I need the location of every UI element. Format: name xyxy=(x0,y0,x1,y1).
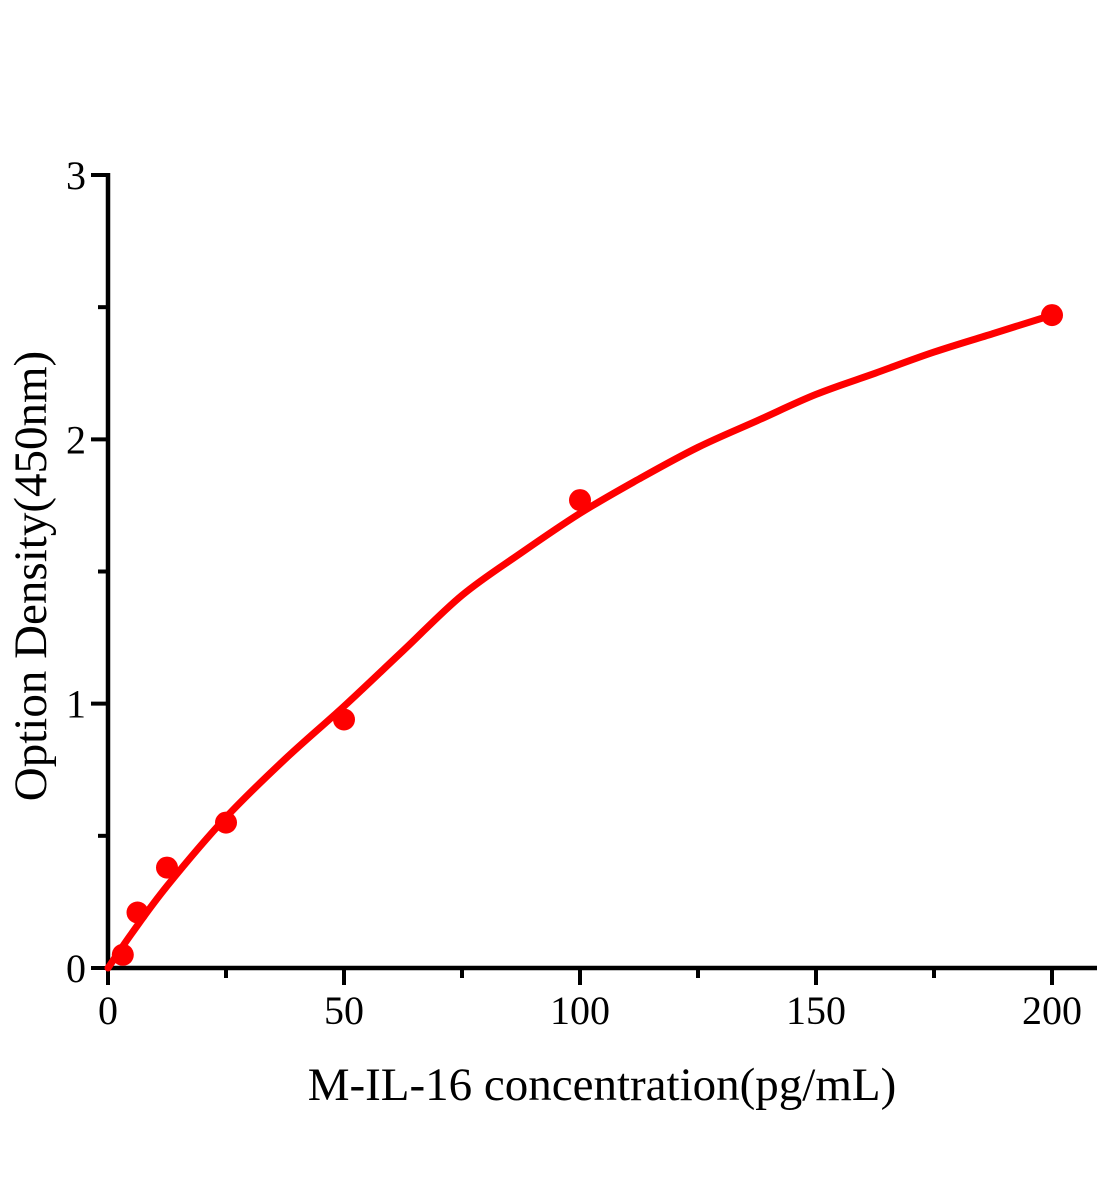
x-tick-label: 50 xyxy=(324,988,364,1033)
x-tick-label: 100 xyxy=(550,988,610,1033)
data-point xyxy=(156,856,178,879)
y-tick-label: 2 xyxy=(66,417,86,462)
y-tick-label: 1 xyxy=(66,682,86,727)
tick-labels: 0 50 100 150 200 0 1 2 3 xyxy=(66,153,1082,1033)
x-tick-label: 200 xyxy=(1022,988,1082,1033)
x-tick-label: 0 xyxy=(98,988,118,1033)
axes xyxy=(105,173,1097,971)
data-point xyxy=(569,489,591,512)
y-axis-title: Option Density(450nm) xyxy=(5,351,57,801)
fit-curve xyxy=(104,311,1056,972)
x-axis-title: M-IL-16 concentration(pg/mL) xyxy=(308,1059,897,1111)
data-points xyxy=(111,304,1063,966)
x-tick-label: 150 xyxy=(786,988,846,1033)
fit-curve-line xyxy=(104,311,1056,972)
axis-ticks xyxy=(91,173,1054,985)
y-tick-label: 3 xyxy=(66,153,86,198)
data-point xyxy=(1041,304,1063,327)
data-point xyxy=(333,708,355,731)
data-point xyxy=(126,901,149,924)
y-tick-label: 0 xyxy=(66,946,86,991)
data-point xyxy=(111,943,134,966)
data-point xyxy=(215,811,237,834)
